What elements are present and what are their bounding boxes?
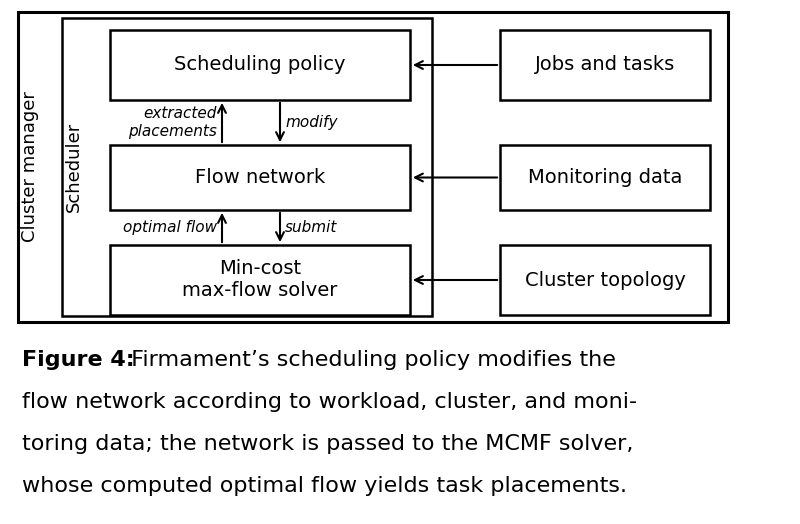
Text: Firmament’s scheduling policy modifies the: Firmament’s scheduling policy modifies t…	[117, 350, 616, 370]
Text: Jobs and tasks: Jobs and tasks	[535, 56, 675, 74]
Text: Cluster manager: Cluster manager	[21, 92, 39, 243]
Text: Figure 4:: Figure 4:	[22, 350, 134, 370]
Text: whose computed optimal flow yields task placements.: whose computed optimal flow yields task …	[22, 476, 627, 496]
Bar	[500, 30, 710, 100]
Text: flow network according to workload, cluster, and moni-: flow network according to workload, clus…	[22, 392, 637, 412]
Text: Cluster topology: Cluster topology	[525, 270, 686, 289]
Bar	[110, 245, 410, 315]
Text: optimal flow: optimal flow	[123, 220, 217, 235]
Text: submit: submit	[285, 220, 338, 235]
Text: extracted
placements: extracted placements	[128, 106, 217, 139]
Bar	[500, 245, 710, 315]
Bar	[110, 30, 410, 100]
Text: Scheduling policy: Scheduling policy	[174, 56, 346, 74]
Text: Monitoring data: Monitoring data	[528, 168, 682, 187]
Bar	[62, 18, 432, 316]
Text: Scheduler: Scheduler	[65, 122, 83, 212]
Text: Min-cost
max-flow solver: Min-cost max-flow solver	[182, 259, 338, 300]
Bar	[18, 12, 728, 322]
Text: toring data; the network is passed to the MCMF solver,: toring data; the network is passed to th…	[22, 434, 634, 454]
Bar	[110, 145, 410, 210]
Text: Flow network: Flow network	[195, 168, 325, 187]
Text: modify: modify	[285, 115, 338, 130]
Bar	[500, 145, 710, 210]
